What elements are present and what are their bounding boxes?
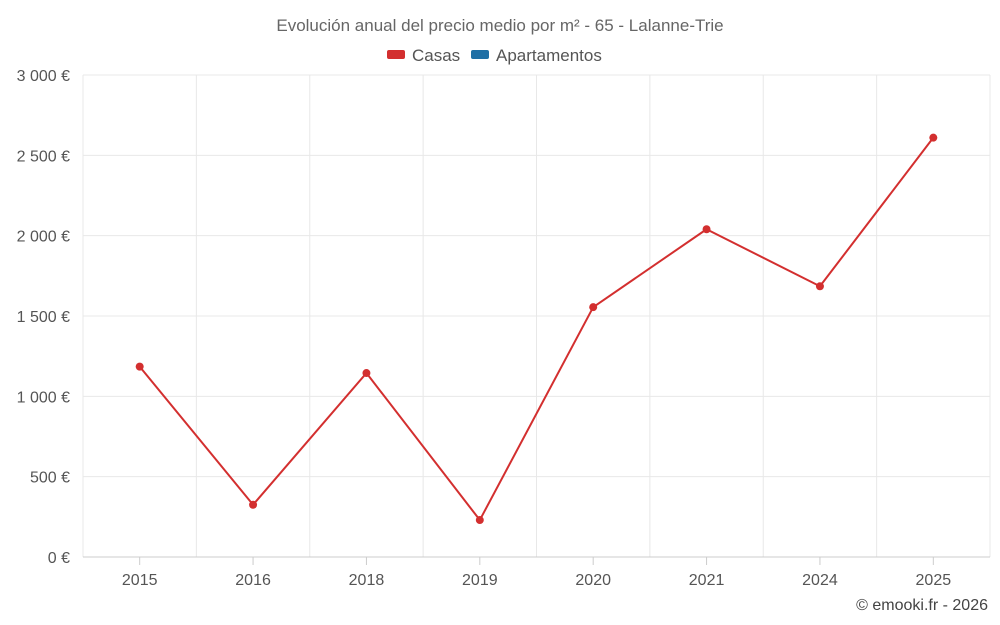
legend-label-casas: Casas: [412, 46, 460, 65]
x-tick-label: 2024: [802, 572, 838, 589]
legend-swatch-apartamentos: [471, 50, 489, 59]
x-tick-label: 2015: [122, 572, 158, 589]
data-point[interactable]: [589, 303, 598, 312]
x-tick-label: 2020: [575, 572, 611, 589]
y-axis-ticks: 0 € 500 € 1 000 € 1 500 € 2 000 € 2 500 € 3 00…: [17, 68, 70, 567]
legend-item-casas[interactable]: Casas: [387, 46, 460, 65]
legend: Casas Apartamentos: [387, 46, 602, 65]
series-casas: [135, 133, 938, 525]
y-tick-label: 2 000 €: [17, 229, 70, 246]
x-tick-label: 2021: [689, 572, 725, 589]
data-point[interactable]: [815, 282, 824, 291]
data-point[interactable]: [475, 516, 484, 525]
x-tick-label: 2025: [916, 572, 952, 589]
x-axis-ticks: 2015 2016 2018 2019 2020 2021 2024 2025: [122, 557, 951, 589]
x-tick-label: 2019: [462, 572, 498, 589]
y-tick-label: 3 000 €: [17, 68, 70, 85]
data-point[interactable]: [249, 500, 258, 509]
chart-title: Evolución anual del precio medio por m² …: [276, 16, 723, 35]
y-tick-label: 1 500 €: [17, 309, 70, 326]
legend-item-apartamentos[interactable]: Apartamentos: [471, 46, 602, 65]
legend-swatch-casas: [387, 50, 405, 59]
data-point[interactable]: [929, 133, 938, 142]
credit-text: © emooki.fr - 2026: [856, 597, 988, 614]
x-tick-label: 2016: [235, 572, 271, 589]
grid: [82, 74, 991, 558]
data-point[interactable]: [362, 369, 371, 378]
y-tick-label: 0 €: [48, 550, 70, 567]
series-line: [138, 137, 935, 522]
y-tick-label: 1 000 €: [17, 389, 70, 406]
data-point[interactable]: [702, 225, 711, 234]
x-tick-label: 2018: [349, 572, 385, 589]
y-tick-label: 500 €: [30, 470, 70, 487]
y-tick-label: 2 500 €: [17, 148, 70, 165]
legend-label-apartamentos: Apartamentos: [496, 46, 602, 65]
data-point[interactable]: [135, 362, 144, 371]
